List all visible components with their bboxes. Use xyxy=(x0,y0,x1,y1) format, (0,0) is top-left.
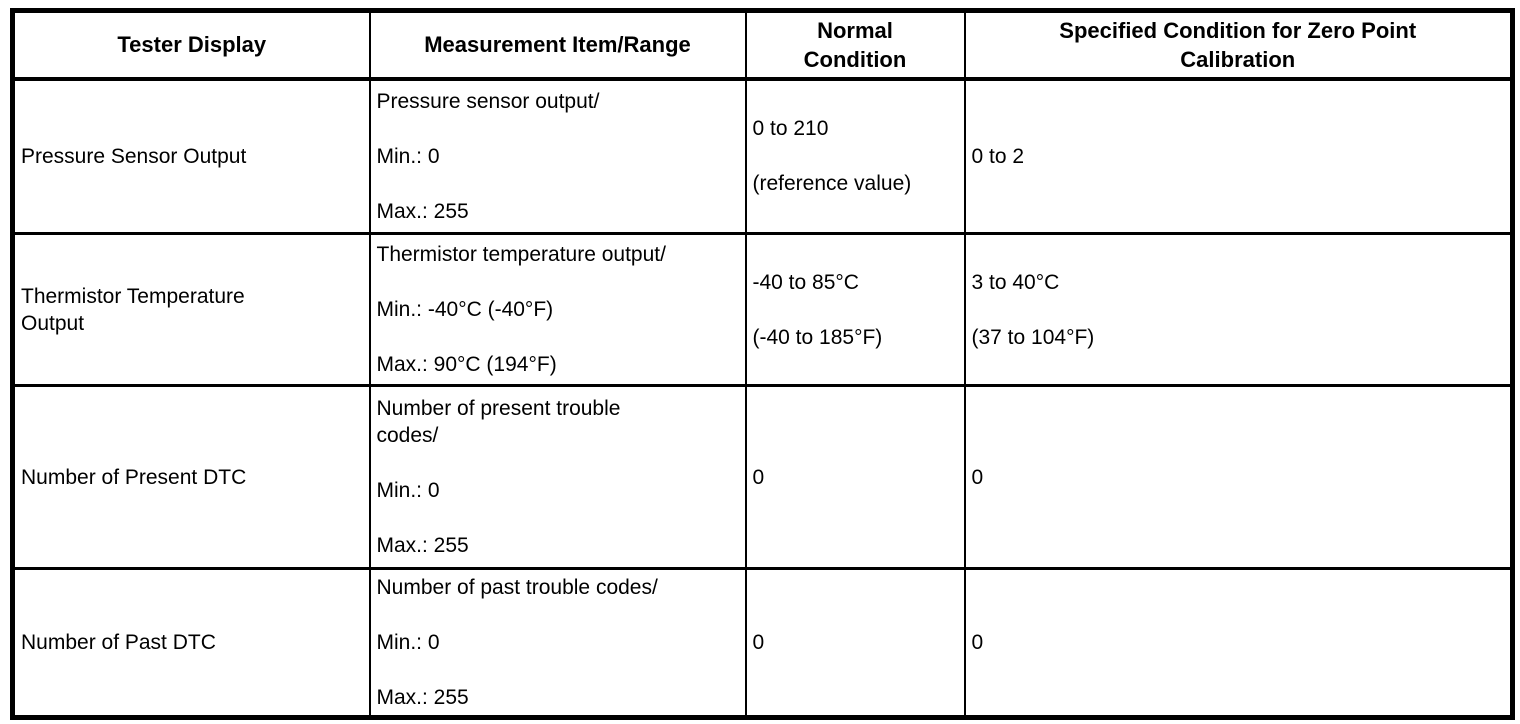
cell-normal-condition: 0 xyxy=(744,384,966,570)
cell-text-line: Thermistor temperature output/ xyxy=(376,243,666,266)
cell-zero-point-calibration: 3 to 40°C (37 to 104°F) xyxy=(963,232,1514,387)
cell-text-line: 0 to 210 xyxy=(752,117,829,141)
cell-text-line: -40 to 85°C xyxy=(752,270,859,294)
diagnostic-data-list-table: Tester Display Measurement Item/Range No… xyxy=(10,8,1515,720)
cell-tester-display: Thermistor Temperature Output xyxy=(11,232,371,387)
cell-text-line: 0 xyxy=(752,465,765,489)
cell-text-line: Min.: -40°C (-40°F) xyxy=(376,298,554,321)
cell-text-line: Number of past trouble codes/ xyxy=(376,576,658,599)
column-header-measurement-item-range: Measurement Item/Range xyxy=(368,9,747,81)
cell-normal-condition: 0 xyxy=(744,567,966,719)
cell-normal-condition: 0 to 210 (reference value) xyxy=(744,77,966,235)
column-header-tester-display: Tester Display xyxy=(11,9,371,81)
cell-text-line: Number of present trouble codes/ xyxy=(376,397,621,447)
cell-normal-condition: -40 to 85°C (-40 to 185°F) xyxy=(744,232,966,387)
cell-text-line: Max.: 90°C (194°F) xyxy=(376,353,557,376)
cell-tester-display: Pressure Sensor Output xyxy=(11,77,371,235)
table-row: Number of Present DTC Number of present … xyxy=(11,384,1514,570)
cell-text-line: Min.: 0 xyxy=(376,479,440,502)
cell-text-line: Min.: 0 xyxy=(376,631,440,654)
cell-text-line: Max.: 255 xyxy=(376,686,469,709)
cell-measurement-item: Thermistor temperature output/ Min.: -40… xyxy=(368,232,747,387)
cell-text-line: Min.: 0 xyxy=(376,144,440,168)
column-header-zero-point-calibration: Specified Condition for Zero Point Calib… xyxy=(963,9,1514,81)
cell-zero-point-calibration: 0 xyxy=(963,384,1514,570)
cell-text-line: Max.: 255 xyxy=(376,199,469,223)
cell-text-line: (reference value) xyxy=(752,172,912,196)
table-row: Pressure Sensor Output Pressure sensor o… xyxy=(11,77,1514,235)
cell-tester-display: Number of Present DTC xyxy=(11,384,371,570)
cell-text-line: 0 to 2 xyxy=(971,144,1025,168)
cell-measurement-item: Pressure sensor output/ Min.: 0 Max.: 25… xyxy=(368,77,747,235)
cell-text-line: 3 to 40°C xyxy=(971,270,1060,294)
cell-text-line: Thermistor Temperature Output xyxy=(21,284,245,335)
cell-text-line: 0 xyxy=(752,631,765,654)
cell-measurement-item: Number of past trouble codes/ Min.: 0 Ma… xyxy=(368,567,747,719)
cell-text-line: (-40 to 185°F) xyxy=(752,325,883,349)
cell-text-line: Number of Past DTC xyxy=(21,631,216,654)
cell-text-line: Max.: 255 xyxy=(376,534,469,557)
cell-text-line: (37 to 104°F) xyxy=(971,325,1095,349)
cell-text-line: Number of Present DTC xyxy=(21,465,247,489)
cell-tester-display: Number of Past DTC xyxy=(11,567,371,719)
cell-text-line: Pressure sensor output/ xyxy=(376,89,600,113)
cell-zero-point-calibration: 0 xyxy=(963,567,1514,719)
cell-measurement-item: Number of present trouble codes/ Min.: 0… xyxy=(368,384,747,570)
cell-text-line: Pressure Sensor Output xyxy=(21,144,247,168)
table-header-row: Tester Display Measurement Item/Range No… xyxy=(11,9,1514,81)
cell-text-line: 0 xyxy=(971,465,984,489)
cell-text-line: 0 xyxy=(971,631,984,654)
column-header-normal-condition: Normal Condition xyxy=(744,9,966,81)
table-row: Thermistor Temperature Output Thermistor… xyxy=(11,232,1514,387)
cell-zero-point-calibration: 0 to 2 xyxy=(963,77,1514,235)
table-row: Number of Past DTC Number of past troubl… xyxy=(11,567,1514,719)
